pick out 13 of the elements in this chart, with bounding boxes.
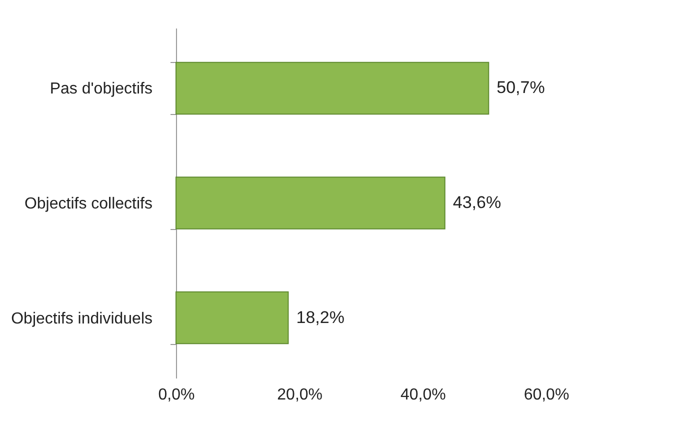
x-tick-label: 20,0% [277,386,323,404]
bar [176,291,289,344]
bar [176,176,446,230]
data-label: 43,6% [452,193,502,212]
x-tick-label: 40,0% [400,386,446,404]
data-label: 18,2% [296,308,344,327]
data-label: 50,7% [496,78,545,98]
y-tick-label: Objectifs individuels [11,310,152,328]
x-tick-label: 0,0% [158,386,195,404]
x-tick-label: 60,0% [524,386,570,404]
y-tick-label: Pas d'objectifs [50,80,152,98]
bar [176,62,490,115]
y-tick-label: Objectifs collectifs [24,196,152,212]
